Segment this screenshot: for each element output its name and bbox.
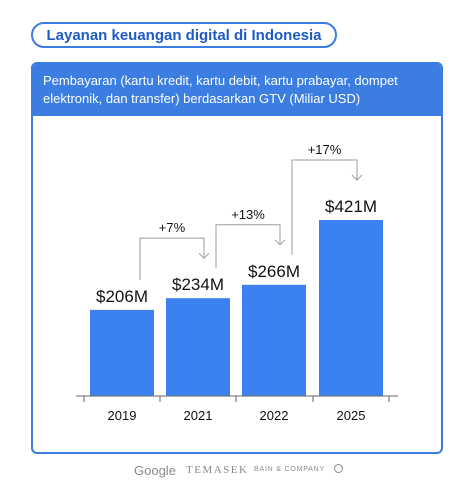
value-label-2025: $421M [325,197,377,216]
arrow-head-icon [274,239,286,246]
chart-title-text: Layanan keuangan digital di Indonesia [46,26,322,44]
footer-logos: Google TEMASEK BAIN & COMPANY [0,456,474,480]
chart-subtitle: Pembayaran (kartu kredit, kartu debit, k… [33,64,441,116]
value-label-2021: $234M [172,275,224,294]
value-labels: $206M $234M $266M $421M [96,197,377,306]
growth-arrow-3 [291,159,358,255]
bar-2025 [319,220,383,396]
x-axis-tick-labels: 2019 2021 2022 2025 [108,408,366,423]
bain-mark-icon [334,464,343,473]
chart-title: Layanan keuangan digital di Indonesia [31,22,337,48]
x-tick-label-2019: 2019 [108,408,137,423]
value-label-2022: $266M [248,262,300,281]
x-tick-label-2022: 2022 [260,408,289,423]
growth-arrow-2 [215,224,281,269]
value-label-2019: $206M [96,287,148,306]
x-tick-label-2021: 2021 [184,408,213,423]
bain-logo: BAIN & COMPANY [254,466,325,473]
growth-label-3: +17% [308,142,342,157]
growth-arrow-1 [139,237,205,280]
bar-2019 [90,309,154,396]
google-logo: Google [134,463,176,478]
bars [90,220,383,396]
x-tick-label-2025: 2025 [337,408,366,423]
arrow-head-icon [351,174,363,181]
x-axis-ticks [83,396,390,402]
growth-label-2: +13% [231,207,265,222]
arrow-head-icon [198,252,210,259]
bar-2022 [242,284,306,396]
growth-label-1: +7% [159,220,186,235]
bar-2021 [166,298,230,396]
growth-labels: +7% +13% +17% [159,142,342,235]
temasek-logo: TEMASEK [186,464,249,476]
growth-arrows [139,159,363,280]
